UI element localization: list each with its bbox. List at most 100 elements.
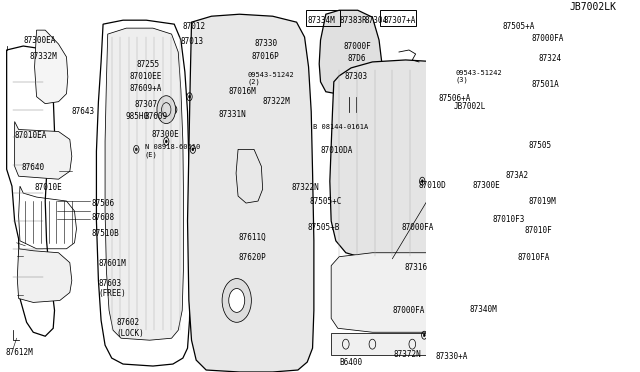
- Circle shape: [228, 289, 244, 312]
- Text: 87010F: 87010F: [525, 226, 552, 235]
- Text: 87608: 87608: [92, 213, 115, 222]
- Text: JB7002L: JB7002L: [453, 102, 486, 111]
- FancyBboxPatch shape: [437, 7, 520, 101]
- Text: 87304: 87304: [364, 16, 388, 25]
- Text: 87010F3: 87010F3: [492, 215, 524, 224]
- Text: 87510B: 87510B: [92, 229, 120, 238]
- Bar: [449, 24, 506, 52]
- Text: 87010EE: 87010EE: [129, 72, 161, 81]
- Polygon shape: [105, 28, 184, 340]
- Text: 87505+A: 87505+A: [503, 22, 535, 31]
- Polygon shape: [331, 253, 507, 332]
- Circle shape: [444, 178, 445, 181]
- Text: 09543-51242
(3): 09543-51242 (3): [456, 70, 502, 83]
- Text: 87013: 87013: [181, 37, 204, 46]
- Circle shape: [492, 92, 495, 95]
- Text: 985H0: 985H0: [125, 112, 148, 121]
- Text: 87316: 87316: [404, 263, 428, 272]
- Text: 87255: 87255: [136, 60, 159, 69]
- Polygon shape: [517, 97, 540, 156]
- Polygon shape: [511, 30, 532, 87]
- Text: 87603
(FREE): 87603 (FREE): [99, 279, 126, 298]
- Text: 87501A: 87501A: [532, 80, 560, 89]
- Text: 87506: 87506: [92, 199, 115, 208]
- Text: 87372N: 87372N: [394, 350, 421, 359]
- Circle shape: [497, 337, 499, 340]
- Polygon shape: [188, 14, 314, 372]
- Bar: [331, 333, 511, 355]
- Circle shape: [192, 148, 194, 151]
- Text: 87340M: 87340M: [470, 305, 497, 314]
- Text: 87505+C: 87505+C: [310, 197, 342, 206]
- Text: 87611Q: 87611Q: [238, 233, 266, 242]
- Text: JB7002LK: JB7002LK: [569, 2, 616, 12]
- Text: 87330: 87330: [255, 39, 278, 48]
- Circle shape: [189, 95, 191, 98]
- Text: 87019M: 87019M: [528, 197, 556, 206]
- Polygon shape: [17, 249, 72, 302]
- Text: 87505+B: 87505+B: [307, 223, 340, 232]
- Text: 87010E: 87010E: [35, 183, 62, 192]
- Text: 87322M: 87322M: [262, 97, 291, 106]
- Text: 87300E: 87300E: [152, 129, 179, 138]
- Text: 87601M: 87601M: [99, 259, 126, 268]
- Text: 87000FA: 87000FA: [402, 223, 434, 232]
- Bar: [306, 10, 340, 26]
- Text: 87609+A: 87609+A: [129, 84, 161, 93]
- Text: 87506+A: 87506+A: [439, 94, 471, 103]
- Text: 87010D: 87010D: [419, 181, 447, 190]
- Text: 87612M: 87612M: [5, 348, 33, 357]
- Text: 87300EA: 87300EA: [23, 36, 56, 45]
- Bar: [449, 52, 506, 84]
- Circle shape: [475, 90, 477, 93]
- Text: 87000FA: 87000FA: [532, 34, 564, 43]
- Text: 87012: 87012: [183, 22, 206, 31]
- Text: 87016P: 87016P: [252, 52, 279, 61]
- Text: 87331N: 87331N: [218, 110, 246, 119]
- Text: 87010FA: 87010FA: [517, 253, 550, 262]
- Text: 87334M: 87334M: [307, 16, 335, 25]
- Text: 87303: 87303: [344, 72, 367, 81]
- Text: 87010EA: 87010EA: [15, 131, 47, 141]
- Text: 873A2: 873A2: [506, 171, 529, 180]
- Text: 87010DA: 87010DA: [321, 147, 353, 155]
- Polygon shape: [531, 159, 552, 223]
- Text: 87643: 87643: [72, 107, 95, 116]
- Circle shape: [421, 180, 423, 183]
- Text: 87330+A: 87330+A: [436, 352, 468, 361]
- Circle shape: [135, 148, 138, 151]
- Text: 87000F: 87000F: [343, 42, 371, 51]
- Text: 87322N: 87322N: [291, 183, 319, 192]
- Polygon shape: [330, 60, 507, 263]
- Circle shape: [173, 108, 175, 111]
- Polygon shape: [35, 30, 68, 104]
- Text: B 08144-0161A: B 08144-0161A: [312, 124, 368, 129]
- Polygon shape: [15, 122, 72, 179]
- Text: 09543-51242
(2): 09543-51242 (2): [248, 72, 294, 85]
- Bar: [380, 10, 416, 26]
- Circle shape: [157, 96, 175, 124]
- Polygon shape: [236, 150, 262, 203]
- Text: 87D6: 87D6: [347, 54, 365, 63]
- Text: 87307+A: 87307+A: [383, 16, 415, 25]
- Text: 87324: 87324: [539, 54, 562, 63]
- Polygon shape: [319, 10, 381, 97]
- Text: 87383R: 87383R: [339, 16, 367, 25]
- Text: 87016M: 87016M: [228, 87, 256, 96]
- Text: B6400: B6400: [339, 358, 362, 367]
- Text: 87620P: 87620P: [238, 253, 266, 262]
- Circle shape: [165, 140, 167, 143]
- Text: 87640: 87640: [21, 163, 44, 172]
- Text: 87609: 87609: [145, 112, 168, 121]
- Text: 87332M: 87332M: [30, 52, 58, 61]
- Text: 87602
(LOCK): 87602 (LOCK): [116, 318, 144, 338]
- Bar: [458, 38, 470, 54]
- Text: 87000FA: 87000FA: [392, 307, 425, 315]
- Circle shape: [222, 279, 252, 322]
- Text: N 08918-60610
(E): N 08918-60610 (E): [145, 144, 200, 158]
- Circle shape: [463, 339, 465, 342]
- Text: 87505: 87505: [529, 141, 552, 150]
- Text: 87300E: 87300E: [472, 181, 500, 190]
- Text: 87307: 87307: [134, 100, 157, 109]
- Circle shape: [423, 334, 425, 337]
